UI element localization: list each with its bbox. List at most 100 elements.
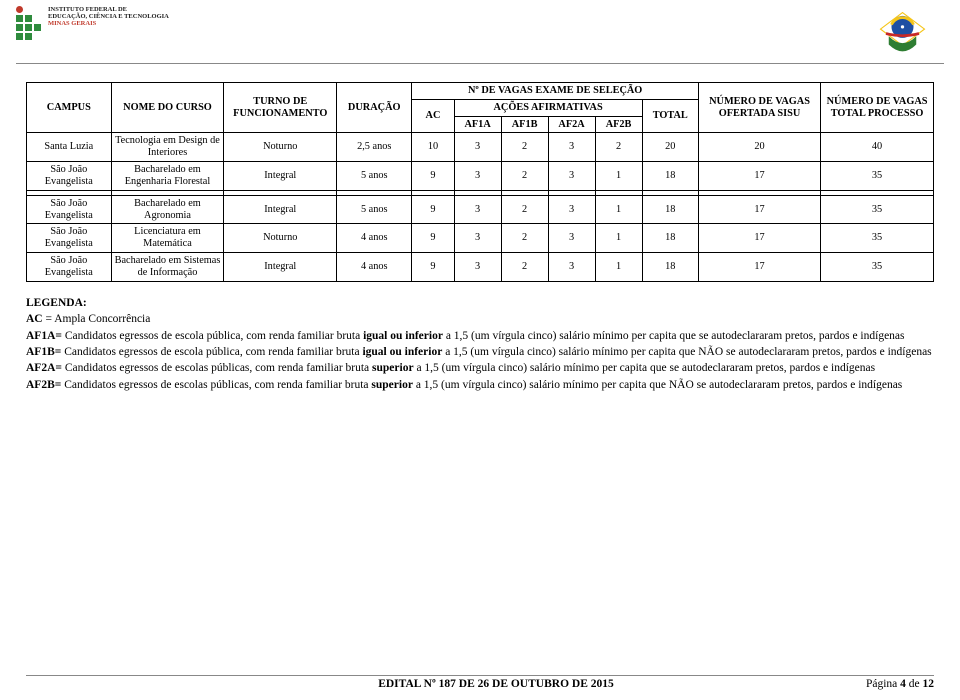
- cell-af2b: 1: [595, 195, 642, 224]
- cell-total: 18: [642, 224, 698, 253]
- table-row: São João EvangelistaBacharelado em Agron…: [27, 195, 934, 224]
- cell-curso: Bacharelado em Sistemas de Informação: [111, 253, 224, 282]
- cell-processo: 35: [821, 195, 934, 224]
- cell-af2a: 3: [548, 253, 595, 282]
- legend-af2a-bold: superior: [372, 362, 414, 374]
- cell-ofertada: 20: [698, 133, 820, 162]
- legend-af1a-bold: igual ou inferior: [363, 330, 443, 342]
- cell-af2a: 3: [548, 133, 595, 162]
- cell-duracao: 2,5 anos: [337, 133, 412, 162]
- cell-af1a: 3: [454, 253, 501, 282]
- th-acoes-group: AÇÕES AFIRMATIVAS: [454, 99, 642, 116]
- cell-af2b: 1: [595, 253, 642, 282]
- legend-block: LEGENDA: AC = Ampla Concorrência AF1A= C…: [26, 296, 934, 392]
- cell-duracao: 4 anos: [337, 253, 412, 282]
- cell-af1a: 3: [454, 224, 501, 253]
- legend-af1b-t1: Candidatos egressos de escola pública, c…: [61, 346, 362, 358]
- cell-ofertada: 17: [698, 162, 820, 191]
- cell-total: 18: [642, 195, 698, 224]
- cell-turno: Integral: [224, 253, 337, 282]
- cell-af1a: 3: [454, 133, 501, 162]
- legend-ac-label: AC: [26, 313, 43, 325]
- th-af2a: AF2A: [548, 116, 595, 133]
- cell-duracao: 4 anos: [337, 224, 412, 253]
- th-af1a: AF1A: [454, 116, 501, 133]
- legend-af2a-label: AF2A=: [26, 362, 62, 374]
- cell-campus: São João Evangelista: [27, 162, 112, 191]
- ifet-logo: INSTITUTO FEDERAL DE EDUCAÇÃO, CIÊNCIA E…: [16, 6, 169, 40]
- cell-curso: Bacharelado em Engenharia Florestal: [111, 162, 224, 191]
- th-af2b: AF2B: [595, 116, 642, 133]
- table-body: Santa LuziaTecnologia em Design de Inter…: [27, 133, 934, 281]
- legend-af1b-t2: a 1,5 (um vírgula cinco) salário mínimo …: [442, 346, 931, 358]
- legend-af2b-t1: Candidatos egressos de escolas públicas,…: [61, 379, 371, 391]
- cell-campus: São João Evangelista: [27, 253, 112, 282]
- cell-turno: Integral: [224, 195, 337, 224]
- table-row: São João EvangelistaBacharelado em Siste…: [27, 253, 934, 282]
- th-duracao: DURAÇÃO: [337, 83, 412, 133]
- cell-ac: 9: [412, 253, 454, 282]
- cell-duracao: 5 anos: [337, 162, 412, 191]
- cell-campus: São João Evangelista: [27, 224, 112, 253]
- institute-line2: EDUCAÇÃO, CIÊNCIA E TECNOLOGIA: [48, 13, 169, 20]
- legend-af2b-label: AF2B=: [26, 379, 61, 391]
- legend-af1a-t2: a 1,5 (um vírgula cinco) salário mínimo …: [443, 330, 905, 342]
- legend-af2b-t2: a 1,5 (um vírgula cinco) salário mínimo …: [413, 379, 902, 391]
- table-row: São João EvangelistaLicenciatura em Mate…: [27, 224, 934, 253]
- cell-af1a: 3: [454, 195, 501, 224]
- header-divider: [16, 63, 944, 64]
- cell-turno: Integral: [224, 162, 337, 191]
- cell-processo: 40: [821, 133, 934, 162]
- cell-ofertada: 17: [698, 224, 820, 253]
- cell-af1b: 2: [501, 133, 548, 162]
- cell-processo: 35: [821, 253, 934, 282]
- th-total: TOTAL: [642, 99, 698, 133]
- th-campus: CAMPUS: [27, 83, 112, 133]
- cell-total: 18: [642, 162, 698, 191]
- cell-af2a: 3: [548, 162, 595, 191]
- th-processo: NÚMERO DE VAGAS TOTAL PROCESSO: [821, 83, 934, 133]
- cell-af2a: 3: [548, 224, 595, 253]
- th-turno: TURNO DE FUNCIONAMENTO: [224, 83, 337, 133]
- cell-campus: São João Evangelista: [27, 195, 112, 224]
- legend-title: LEGENDA:: [26, 297, 87, 309]
- content-area: CAMPUS NOME DO CURSO TURNO DE FUNCIONAME…: [0, 82, 960, 392]
- cell-af2b: 1: [595, 224, 642, 253]
- cell-curso: Licenciatura em Matemática: [111, 224, 224, 253]
- footer-divider: [26, 675, 934, 676]
- legend-af2a-t1: Candidatos egressos de escolas públicas,…: [62, 362, 372, 374]
- cell-af2b: 1: [595, 162, 642, 191]
- cell-af1b: 2: [501, 162, 548, 191]
- legend-af2a-t2: a 1,5 (um vírgula cinco) salário mínimo …: [414, 362, 876, 374]
- th-ac: AC: [412, 99, 454, 133]
- cell-processo: 35: [821, 224, 934, 253]
- cell-processo: 35: [821, 162, 934, 191]
- cell-af1b: 2: [501, 224, 548, 253]
- legend-af1a-label: AF1A=: [26, 330, 62, 342]
- cell-campus: Santa Luzia: [27, 133, 112, 162]
- cell-turno: Noturno: [224, 133, 337, 162]
- th-nome-curso: NOME DO CURSO: [111, 83, 224, 133]
- coat-of-arms-icon: [875, 6, 930, 61]
- cell-duracao: 5 anos: [337, 195, 412, 224]
- page-header: INSTITUTO FEDERAL DE EDUCAÇÃO, CIÊNCIA E…: [0, 0, 960, 63]
- cell-ac: 10: [412, 133, 454, 162]
- footer-edital: EDITAL Nº 187 DE 26 DE OUTUBRO DE 2015: [126, 678, 866, 690]
- th-ofertada: NÚMERO DE VAGAS OFERTADA SISU: [698, 83, 820, 133]
- cell-af1b: 2: [501, 253, 548, 282]
- cell-ofertada: 17: [698, 195, 820, 224]
- vagas-table: CAMPUS NOME DO CURSO TURNO DE FUNCIONAME…: [26, 82, 934, 282]
- ifet-text: INSTITUTO FEDERAL DE EDUCAÇÃO, CIÊNCIA E…: [48, 6, 169, 27]
- legend-af2b-bold: superior: [371, 379, 413, 391]
- cell-af1a: 3: [454, 162, 501, 191]
- th-vagas-group: Nº DE VAGAS EXAME DE SELEÇÃO: [412, 83, 699, 100]
- legend-af1a-t1: Candidatos egressos de escola pública, c…: [62, 330, 363, 342]
- cell-total: 18: [642, 253, 698, 282]
- cell-ac: 9: [412, 195, 454, 224]
- th-af1b: AF1B: [501, 116, 548, 133]
- page-footer: EDITAL Nº 187 DE 26 DE OUTUBRO DE 2015 P…: [0, 675, 960, 690]
- cell-af2a: 3: [548, 195, 595, 224]
- cell-af1b: 2: [501, 195, 548, 224]
- ifet-squares-icon: [16, 6, 42, 40]
- cell-ofertada: 17: [698, 253, 820, 282]
